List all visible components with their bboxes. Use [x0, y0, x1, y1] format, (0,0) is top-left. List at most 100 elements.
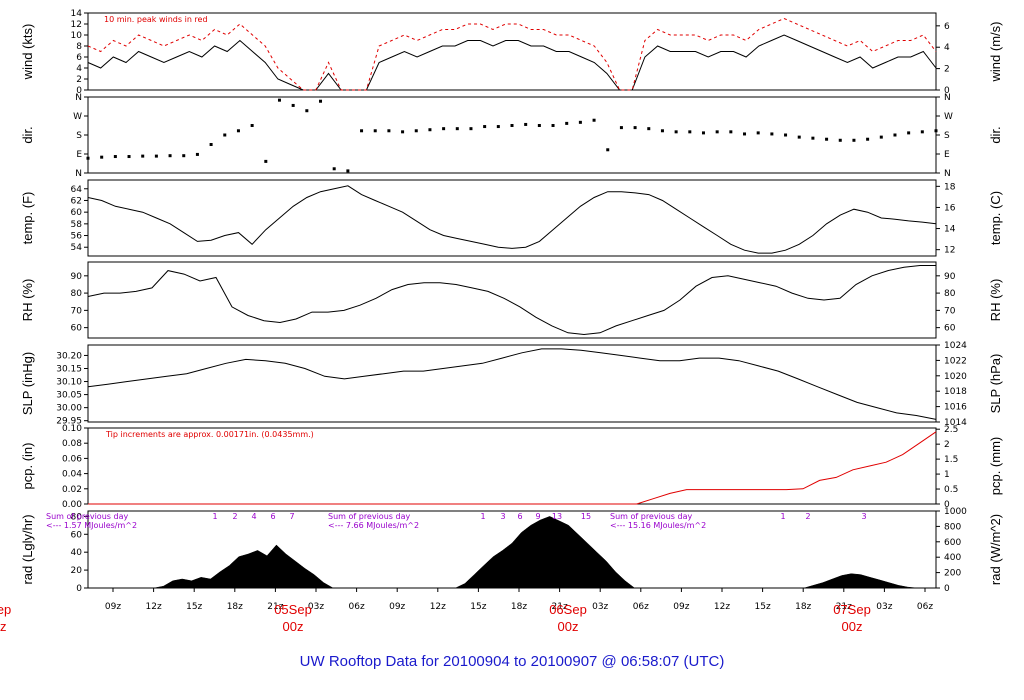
x-tick-label: 15z [470, 602, 486, 612]
dir-point [319, 99, 323, 103]
temp-left-tick-label: 60 [71, 208, 83, 218]
slp-ylabel-left: SLP (inHg) [20, 352, 35, 415]
wind-right-tick-label: 4 [944, 43, 950, 53]
rh-right-tick-label: 80 [944, 289, 956, 299]
dir-point [236, 129, 240, 133]
dir-point [346, 169, 350, 173]
day-label-date: 5Sep [0, 602, 11, 617]
rad-marker-label: 1 [780, 512, 785, 521]
temp-frame [87, 179, 937, 257]
pcp-left-tick-label: 0.02 [62, 485, 82, 495]
dir-point [743, 132, 747, 136]
dir-point [305, 109, 309, 113]
dir-point [537, 124, 541, 127]
rad-right-tick-label: 600 [944, 538, 961, 548]
dir-right-tick-label: N [944, 169, 951, 179]
rh-left-tick-label: 80 [71, 289, 83, 299]
dir-point [797, 135, 801, 139]
slp-left-tick-label: 30.05 [56, 391, 82, 401]
pcp-left-tick-label: 0.00 [62, 500, 82, 510]
temp-left-tick-label: 56 [71, 232, 83, 242]
dir-frame [87, 96, 937, 174]
x-tick-label: 18z [511, 602, 527, 612]
x-tick-label: 21z [836, 602, 852, 612]
rad-marker-label: 7 [289, 512, 294, 521]
rad-sum-note-value: <--- 7.66 MJoules/m^2 [328, 521, 419, 530]
dir-point [264, 159, 268, 163]
temp-right-tick-label: 12 [944, 246, 955, 256]
rad-marker-label: 15 [581, 512, 591, 521]
pcp-left-tick-label: 0.04 [62, 470, 82, 480]
day-label-date: 05Sep [274, 602, 312, 617]
dir-point [715, 130, 719, 134]
dir-point [756, 131, 760, 135]
rad-ylabel-left: rad (Lgly/hr) [20, 514, 35, 584]
dir-point [496, 125, 500, 129]
dir-left-tick-label: N [75, 169, 82, 179]
rad-marker-label: 6 [517, 512, 522, 521]
dir-point [332, 167, 336, 171]
pcp-right-tick-label: 1 [944, 470, 950, 480]
slp-right-tick-label: 1020 [944, 372, 967, 382]
dir-point [551, 124, 555, 127]
rad-right-tick-label: 200 [944, 569, 961, 579]
time-axis: 09z 12z 15z 18z 21z 03z 06z 09z 12z 15z 18z 21z 03z 0… [0, 588, 933, 634]
x-tick-label: 21z [552, 602, 568, 612]
dir-point [578, 120, 582, 124]
rad-marker-label: 4 [251, 512, 256, 521]
slp-left-tick-label: 30.15 [56, 364, 82, 374]
temp-left-tick-label: 58 [71, 220, 83, 230]
slp-left-tick-label: 30.20 [56, 351, 82, 361]
day-label-hour: 00z [283, 619, 304, 634]
rad-sum-note-title: Sum of previous day [610, 512, 692, 521]
dir-point [442, 127, 446, 131]
slp-left-tick-label: 30.10 [56, 378, 82, 388]
rad-sum-note-value: <--- 1.57 MJoules/m^2 [46, 521, 137, 530]
rad-area-series [88, 516, 936, 589]
wind-frame [87, 12, 937, 91]
x-tick-label: 09z [389, 602, 405, 612]
panel-slp: 29.95 30.00 30.05 30.10 30.15 30.20 1014 1016 10… [20, 341, 1003, 428]
dir-point [866, 137, 870, 141]
wind-right-tick-label: 0 [944, 86, 950, 96]
dir-right-tick-label: S [944, 131, 950, 141]
x-tick-label: 03z [308, 602, 324, 612]
x-tick-label: 06z [633, 602, 649, 612]
rad-left-tick-label: 0 [76, 584, 82, 594]
dir-right-tick-label: N [944, 93, 951, 103]
dir-point [168, 154, 172, 158]
rad-sum-note-title: Sum of previous day [46, 512, 128, 521]
rad-marker-label: 2 [232, 512, 237, 521]
slp-left-tick-label: 29.95 [56, 417, 82, 427]
pcp-left-tick-label: 0.08 [62, 439, 82, 449]
x-tick-label: 18z [795, 602, 811, 612]
dir-point [401, 130, 405, 134]
rad-sum-note-value: <--- 15.16 MJoules/m^2 [610, 521, 706, 530]
rad-left-tick-label: 40 [71, 548, 83, 558]
rad-left-tick-label: 20 [71, 566, 83, 576]
day-label-date: 07Sep [833, 602, 871, 617]
dir-point [127, 155, 131, 159]
rh-left-tick-label: 60 [71, 324, 83, 334]
wind-series-1-line [87, 17, 937, 91]
dir-point [209, 143, 213, 146]
x-tick-label: 12z [146, 602, 162, 612]
rad-marker-label: 9 [535, 512, 540, 521]
rh-ylabel-right: RH (%) [988, 279, 1003, 322]
day-label-hour: 00z [558, 619, 579, 634]
pcp-right-tick-label: 2 [944, 440, 950, 450]
dir-point [920, 130, 924, 134]
temp-right-tick-label: 14 [944, 225, 956, 235]
x-tick-label: 03z [592, 602, 608, 612]
rh-left-tick-label: 70 [71, 306, 83, 316]
rad-right-tick-label: 400 [944, 553, 961, 563]
pcp-left-tick-label: 0.06 [62, 454, 82, 464]
dir-point [414, 129, 418, 133]
dir-point [825, 137, 829, 141]
dir-point [852, 138, 856, 142]
dir-point [660, 129, 664, 133]
slp-right-tick-label: 1022 [944, 356, 967, 366]
